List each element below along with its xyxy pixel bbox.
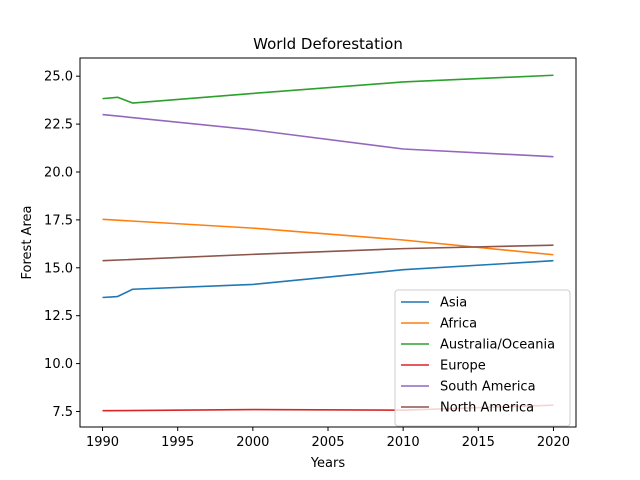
legend-label-africa: Africa	[440, 317, 477, 332]
y-tick-label: 22.5	[44, 118, 73, 133]
y-tick-label: 7.5	[52, 405, 73, 420]
y-tick-label: 17.5	[44, 213, 73, 228]
legend-label-asia: Asia	[440, 296, 467, 311]
y-axis: 7.5 10.0 12.5 15.0 17.5 20.0 22.5 25.0	[44, 70, 80, 420]
plot-lines	[102, 74, 554, 412]
legend: Asia Africa Australia/Oceania Europe South A…	[394, 289, 571, 427]
legend-label-north-america: North America	[440, 401, 534, 416]
y-axis-label: Forest Area	[20, 206, 35, 280]
series-line-north-america	[102, 244, 554, 262]
legend-label-south-america: South America	[440, 380, 536, 395]
y-tick-label: 25.0	[44, 70, 73, 85]
y-tick-label: 20.0	[44, 165, 73, 180]
series-line-australia-oceania	[102, 74, 554, 104]
x-tick-label: 2005	[311, 435, 344, 450]
x-tick-label: 1995	[161, 435, 194, 450]
chart-title: World Deforestation	[253, 35, 403, 53]
legend-label-europe: Europe	[440, 359, 486, 374]
y-tick-label: 10.0	[44, 357, 73, 372]
y-tick-label: 15.0	[44, 261, 73, 276]
y-tick-label: 12.5	[44, 309, 73, 324]
series-line-africa	[102, 218, 554, 256]
x-tick-label: 2020	[537, 435, 570, 450]
legend-label-australia-oceania: Australia/Oceania	[440, 338, 555, 353]
x-tick-label: 2015	[462, 435, 495, 450]
x-tick-label: 1990	[86, 435, 119, 450]
legend-box	[394, 289, 571, 427]
series-line-south-america	[102, 113, 554, 158]
series-line-asia	[102, 259, 554, 299]
x-axis-label: Years	[310, 456, 346, 471]
x-axis: 1990 1995 2000 2005 2010 2015 2020	[86, 427, 570, 450]
x-tick-label: 2000	[236, 435, 269, 450]
x-tick-label: 2010	[387, 435, 420, 450]
